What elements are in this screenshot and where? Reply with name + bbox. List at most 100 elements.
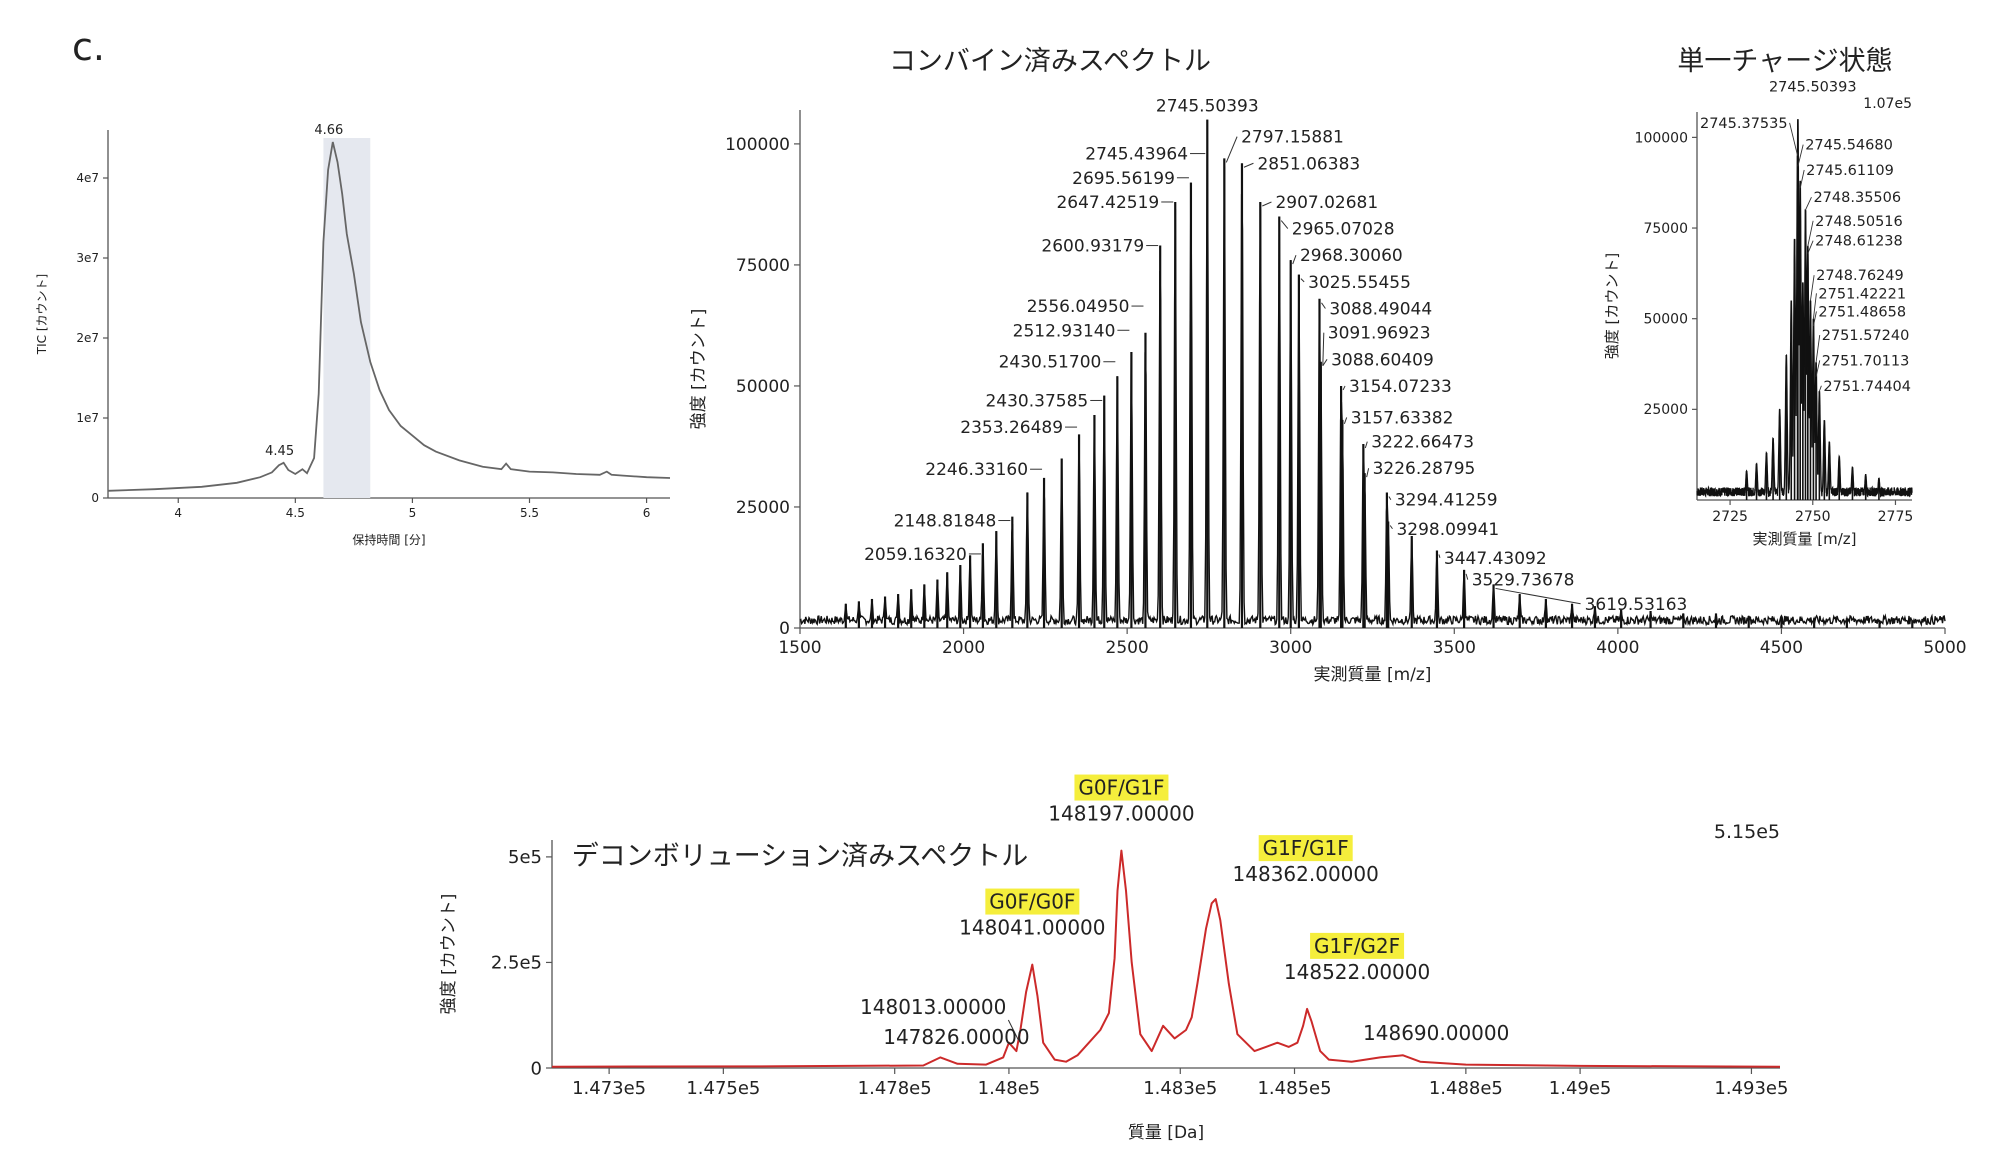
x-tick-label: 1.483e5	[1143, 1078, 1217, 1099]
x-tick-label: 1.478e5	[858, 1078, 932, 1099]
y-tick-label: 75000	[1643, 221, 1688, 237]
glycan-highlight	[1074, 774, 1169, 801]
y-tick-label: 100000	[725, 135, 790, 155]
peak-label: 2430.51700	[999, 353, 1102, 373]
label-leader	[1342, 385, 1346, 391]
label-leader	[1225, 136, 1238, 163]
label-leader	[1322, 359, 1328, 367]
peak-label: 2751.48658	[1818, 304, 1906, 320]
label-leader	[1797, 144, 1804, 167]
glycan-label: G1F/G2F	[1314, 934, 1400, 958]
peak-label: 2512.93140	[1013, 321, 1116, 341]
y-axis-label: 強度 [カウント]	[1603, 253, 1621, 359]
x-axis-label: 実測質量 [m/z]	[1752, 530, 1856, 548]
glycan-highlight	[1258, 835, 1353, 862]
deconvoluted-title: デコンボリューション済みスペクトル	[572, 841, 1029, 872]
y-tick-label: 0	[531, 1058, 542, 1079]
y-tick-label: 100000	[1635, 130, 1688, 146]
x-tick-label: 5000	[1923, 638, 1966, 658]
peak-label: 2246.33160	[925, 460, 1028, 480]
peak-label: 3091.96923	[1328, 324, 1431, 344]
label-leader	[1438, 554, 1441, 558]
y-tick-label: 25000	[736, 498, 790, 518]
label-leader	[1810, 275, 1815, 301]
y-axis-label: 強度 [カウント]	[689, 309, 709, 430]
peak-label: 3222.66473	[1371, 433, 1474, 453]
max-intensity-label: 5.15e5	[1714, 821, 1780, 843]
x-tick-label: 1.475e5	[686, 1078, 760, 1099]
peak-label: 2965.07028	[1292, 220, 1395, 240]
x-axis-label: 実測質量 [m/z]	[1314, 665, 1432, 685]
peak-label: 3154.07233	[1349, 377, 1452, 397]
x-tick-label: 2725	[1712, 509, 1748, 525]
x-tick-label: 5.5	[520, 506, 539, 520]
glycan-highlight	[1310, 932, 1405, 959]
label-leader	[1388, 496, 1392, 500]
y-tick-label: 0	[91, 491, 99, 505]
peak-label: 2748.76249	[1816, 268, 1904, 284]
x-axis-label: 保持時間 [分]	[352, 532, 425, 547]
peak-label: 2647.42519	[1056, 193, 1159, 213]
label-leader	[1789, 122, 1798, 156]
peak-label: 3226.28795	[1373, 459, 1476, 479]
peak-label: 3447.43092	[1444, 549, 1547, 569]
label-leader	[1799, 169, 1805, 189]
peak-label: 2745.54680	[1805, 138, 1893, 154]
peak-label: 3025.55455	[1308, 273, 1411, 293]
minor-peak-label: 147826.00000	[883, 1025, 1029, 1049]
y-tick-label: 50000	[1643, 312, 1688, 328]
glycan-highlight	[985, 888, 1080, 915]
glycan-label: G0F/G1F	[1078, 776, 1164, 800]
label-leader	[1815, 334, 1821, 363]
peak-label: 2695.56199	[1072, 169, 1175, 189]
label-leader	[1465, 573, 1469, 580]
single-charge-trace	[1696, 119, 1913, 498]
peak-label: 2430.37585	[985, 391, 1088, 411]
minor-peak-label: 148013.00000	[860, 995, 1006, 1019]
peak-label: 2745.43964	[1085, 145, 1188, 165]
peak-mass-label: 148197.00000	[1048, 802, 1194, 826]
x-tick-label: 1.49e5	[1549, 1078, 1612, 1099]
label-leader	[1262, 201, 1272, 207]
peak-annotation: 4.66	[314, 123, 343, 138]
label-leader	[1007, 1019, 1019, 1041]
peak-label: 3529.73678	[1472, 571, 1575, 591]
glycan-label: G1F/G1F	[1263, 836, 1349, 860]
label-leader	[1322, 332, 1325, 366]
label-leader	[1321, 302, 1326, 309]
peak-label: 3088.49044	[1329, 299, 1432, 319]
label-leader	[1292, 255, 1297, 265]
peak-label: 3088.60409	[1331, 350, 1434, 370]
y-tick-label: 2e7	[76, 331, 99, 345]
label-leader	[1389, 525, 1393, 530]
label-leader	[1280, 220, 1289, 229]
y-tick-label: 0	[779, 619, 790, 639]
peak-label: 2751.42221	[1818, 286, 1906, 302]
y-tick-label: 4e7	[76, 171, 99, 185]
x-tick-label: 2750	[1795, 509, 1831, 525]
x-tick-label: 4.5	[286, 506, 305, 520]
label-leader	[1812, 293, 1817, 319]
label-leader	[1807, 220, 1814, 247]
peak-label: 2748.35506	[1813, 190, 1901, 206]
single-charge-title: 単一チャージ状態	[1677, 46, 1892, 77]
label-leader	[1366, 468, 1370, 478]
peak-label: 2745.37535	[1700, 116, 1788, 132]
glycan-label: G0F/G0F	[989, 890, 1075, 914]
x-tick-label: 1500	[778, 638, 821, 658]
x-tick-label: 3500	[1433, 638, 1476, 658]
y-tick-label: 3e7	[76, 251, 99, 265]
label-leader	[1243, 162, 1254, 168]
x-tick-label: 1.473e5	[572, 1078, 646, 1099]
peak-label: 2751.57240	[1822, 328, 1910, 344]
label-leader	[1805, 197, 1812, 211]
max-intensity-label: 1.07e5	[1863, 96, 1912, 112]
y-tick-label: 50000	[736, 377, 790, 397]
y-tick-label: 5e5	[508, 847, 542, 868]
peak-annotation: 4.45	[265, 444, 294, 459]
x-tick-label: 2500	[1106, 638, 1149, 658]
peak-label: 2907.02681	[1275, 193, 1378, 213]
combined-spectrum-chart: 1500 2000 2500 3000 3500 4000 4500 500002500050…	[689, 46, 1967, 685]
peak-label: 2797.15881	[1241, 128, 1344, 148]
